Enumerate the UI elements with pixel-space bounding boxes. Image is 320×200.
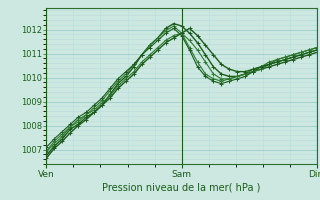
- X-axis label: Pression niveau de la mer( hPa ): Pression niveau de la mer( hPa ): [102, 183, 261, 193]
